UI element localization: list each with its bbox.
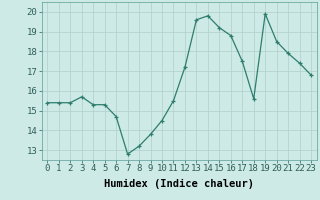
X-axis label: Humidex (Indice chaleur): Humidex (Indice chaleur) — [104, 179, 254, 189]
